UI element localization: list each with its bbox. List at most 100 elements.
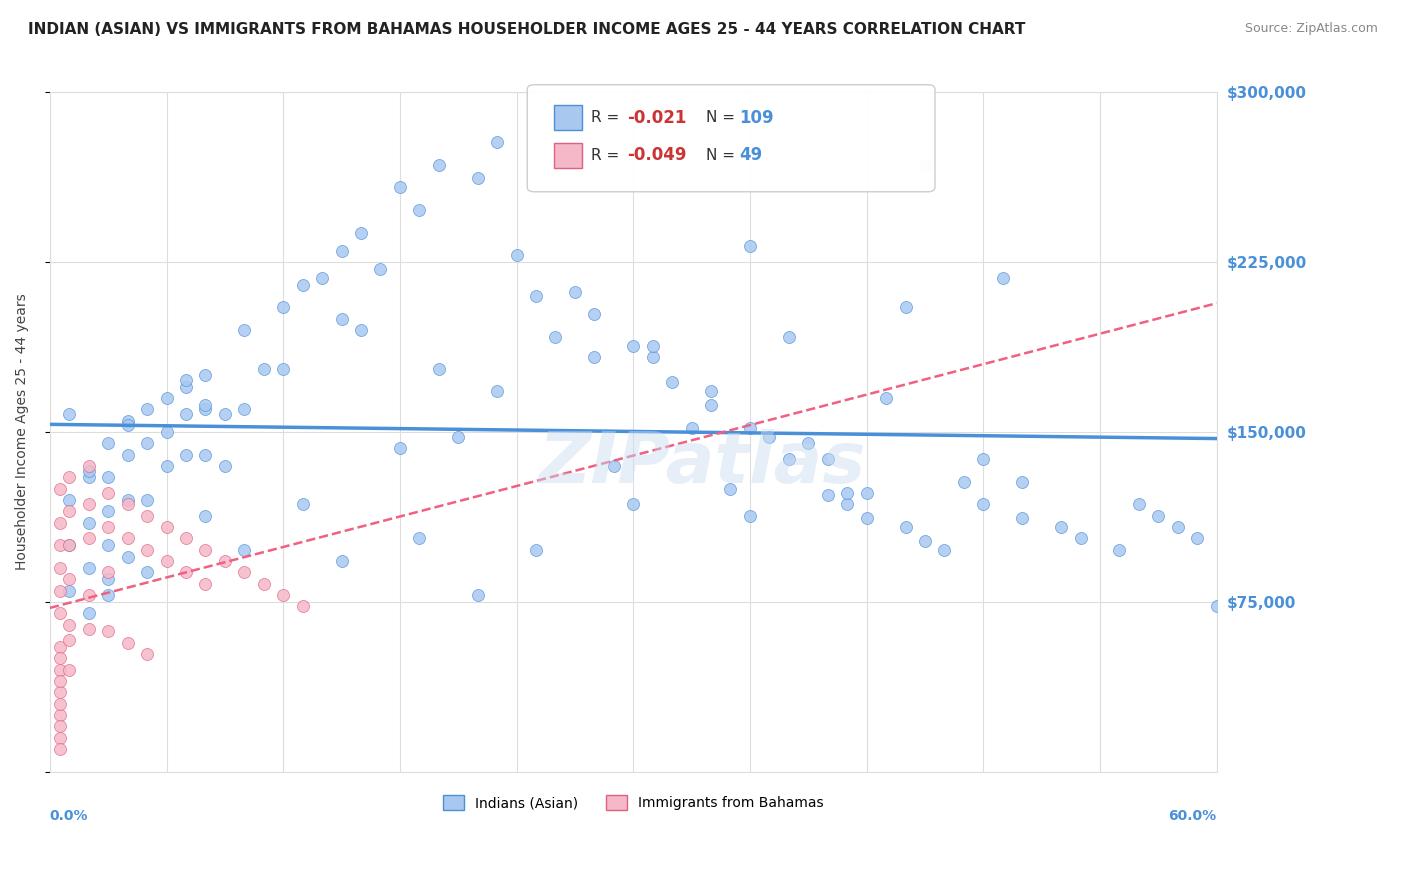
Point: [77, 463, 100, 477]
Point: [174, 448, 197, 462]
Point: [388, 441, 411, 455]
Point: [778, 452, 800, 467]
Point: [194, 398, 217, 412]
Point: [97, 538, 120, 552]
Point: [738, 420, 761, 434]
Point: [58, 538, 80, 552]
Point: [136, 493, 159, 508]
Point: [855, 486, 877, 500]
Point: [58, 572, 80, 586]
Point: [58, 470, 80, 484]
Point: [117, 414, 139, 428]
Point: [77, 561, 100, 575]
Point: [914, 158, 936, 172]
Text: 60.0%: 60.0%: [1168, 809, 1216, 823]
Point: [388, 180, 411, 194]
Point: [136, 436, 159, 450]
Point: [758, 429, 780, 443]
Point: [48, 685, 70, 699]
Point: [233, 323, 256, 337]
Point: [738, 508, 761, 523]
Point: [77, 622, 100, 636]
Point: [117, 549, 139, 564]
Point: [48, 606, 70, 620]
Point: [174, 380, 197, 394]
Point: [253, 361, 276, 376]
Point: [194, 402, 217, 417]
Text: R =: R =: [591, 111, 624, 125]
Point: [136, 566, 159, 580]
Point: [330, 311, 353, 326]
Point: [48, 561, 70, 575]
Point: [58, 493, 80, 508]
Point: [408, 203, 430, 218]
Point: [77, 588, 100, 602]
Point: [271, 361, 294, 376]
Point: [155, 554, 177, 568]
Point: [97, 566, 120, 580]
Point: [778, 330, 800, 344]
Point: [194, 368, 217, 383]
Text: INDIAN (ASIAN) VS IMMIGRANTS FROM BAHAMAS HOUSEHOLDER INCOME AGES 25 - 44 YEARS : INDIAN (ASIAN) VS IMMIGRANTS FROM BAHAMA…: [28, 22, 1025, 37]
Point: [58, 407, 80, 421]
Point: [48, 708, 70, 723]
Point: [58, 617, 80, 632]
Point: [621, 339, 644, 353]
Point: [797, 436, 820, 450]
Point: [271, 301, 294, 315]
Point: [1011, 511, 1033, 525]
Point: [914, 533, 936, 548]
Point: [155, 391, 177, 405]
Point: [233, 542, 256, 557]
Point: [48, 516, 70, 530]
Point: [194, 448, 217, 462]
Point: [1011, 475, 1033, 489]
Point: [174, 566, 197, 580]
Point: [97, 520, 120, 534]
Point: [253, 576, 276, 591]
Point: [174, 532, 197, 546]
Point: [194, 508, 217, 523]
Point: [837, 498, 859, 512]
Point: [1167, 520, 1189, 534]
Point: [97, 504, 120, 518]
Point: [48, 583, 70, 598]
Point: [117, 635, 139, 649]
Point: [174, 407, 197, 421]
Point: [427, 158, 450, 172]
Point: [875, 391, 897, 405]
Point: [350, 226, 373, 240]
Point: [58, 583, 80, 598]
Point: [48, 674, 70, 689]
Point: [505, 248, 527, 262]
Text: 49: 49: [740, 146, 763, 164]
Point: [486, 384, 509, 399]
Point: [855, 511, 877, 525]
Point: [427, 361, 450, 376]
Text: Source: ZipAtlas.com: Source: ZipAtlas.com: [1244, 22, 1378, 36]
Point: [350, 323, 373, 337]
Point: [991, 271, 1014, 285]
Point: [817, 488, 839, 502]
Point: [1205, 599, 1227, 614]
Point: [720, 482, 742, 496]
Point: [681, 420, 703, 434]
Point: [97, 588, 120, 602]
Point: [48, 742, 70, 756]
Point: [408, 532, 430, 546]
Point: [467, 588, 489, 602]
Point: [953, 475, 976, 489]
Point: [700, 384, 723, 399]
Point: [603, 458, 626, 473]
Text: 109: 109: [740, 109, 775, 127]
Point: [48, 651, 70, 665]
Point: [97, 624, 120, 639]
Point: [136, 647, 159, 661]
Point: [661, 375, 683, 389]
Point: [117, 532, 139, 546]
Point: [214, 458, 236, 473]
Point: [48, 731, 70, 745]
Point: [58, 663, 80, 677]
Point: [1050, 520, 1073, 534]
Text: ZIPatlas: ZIPatlas: [540, 429, 866, 499]
